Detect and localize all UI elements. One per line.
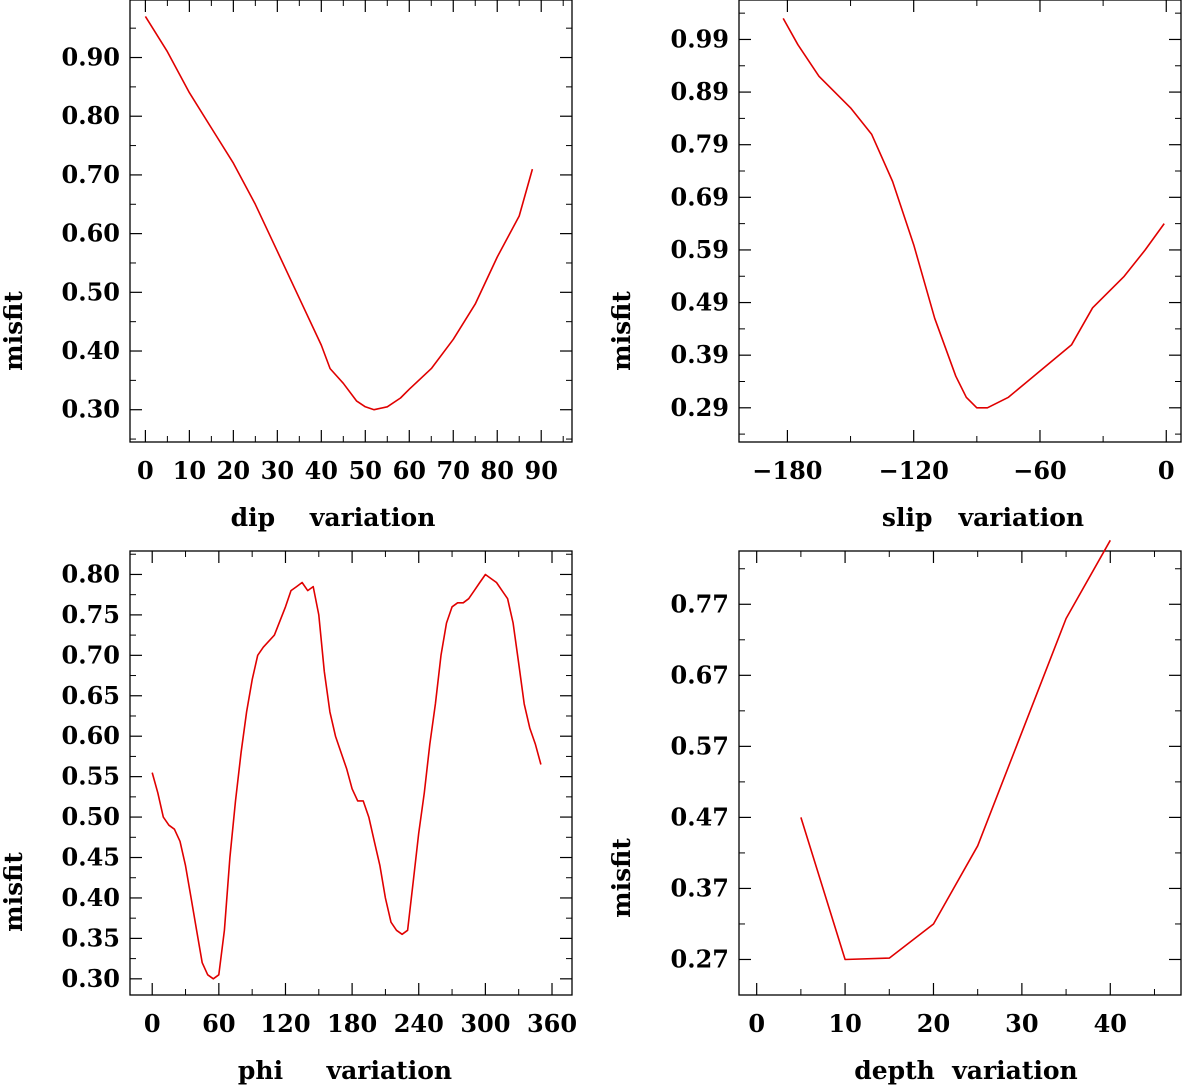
data-series [782, 18, 1165, 409]
x-tick-label: 0 [137, 456, 154, 485]
x-tick-label: 10 [828, 1009, 861, 1038]
panel-slip: −180 −120 −60 0 0.29 0.39 0.49 0.59 0.69 0.79 0.89… [607, 0, 1182, 532]
tick-labels: 0 10 20 30 40 50 60 70 80 90 0.30 0.40 0.50 0.60 0.70 0… [62, 43, 558, 485]
y-tick-label: 0.50 [62, 277, 120, 306]
y-tick-label: 0.59 [671, 235, 729, 264]
y-axis-label: misfit [0, 291, 28, 371]
data-series [144, 15, 534, 411]
y-tick-label: 0.37 [671, 873, 729, 902]
y-tick-label: 0.27 [671, 944, 729, 973]
y-tick-label: 0.30 [62, 964, 120, 993]
x-tick-label: 40 [1094, 1009, 1127, 1038]
y-axis-label: misfit [0, 852, 28, 932]
x-tick-label: −120 [879, 456, 949, 485]
panel-depth: 0 10 20 30 40 0.27 0.37 0.47 0.57 0.67 0.77 depth … [607, 539, 1182, 1085]
x-tick-label: 20 [917, 1009, 950, 1038]
tick-labels: 0 60 120 180 240 300 360 0.30 0.35 0.40 0.45 0.50 0.… [62, 559, 578, 1038]
y-axis-label: misfit [607, 838, 636, 918]
x-tick-label: 180 [327, 1009, 377, 1038]
y-tick-label: 0.30 [62, 395, 120, 424]
x-tick-label: 80 [481, 456, 514, 485]
plot-frame [738, 0, 1182, 443]
ticks [739, 0, 1181, 442]
x-tick-label: 70 [437, 456, 470, 485]
y-tick-label: 0.45 [62, 843, 120, 872]
tick-labels: −180 −120 −60 0 0.29 0.39 0.49 0.59 0.69 0.79 0.89… [671, 24, 1175, 485]
x-tick-label: 30 [261, 456, 294, 485]
panel-dip: 0 10 20 30 40 50 60 70 80 90 0.30 0.40 0.50 0.60 0.70 0… [0, 0, 573, 532]
plot-frame [129, 0, 573, 443]
x-tick-label: 0 [144, 1009, 161, 1038]
plot-frame [738, 550, 1182, 996]
y-tick-label: 0.40 [62, 336, 120, 365]
series-line-slip [782, 18, 1165, 409]
data-series [151, 573, 542, 980]
series-line-depth [800, 539, 1111, 961]
y-tick-label: 0.80 [62, 559, 120, 588]
y-tick-label: 0.47 [671, 802, 729, 831]
ticks [130, 0, 572, 442]
y-tick-label: 0.89 [671, 77, 729, 106]
y-tick-label: 0.69 [671, 182, 729, 211]
y-tick-label: 0.55 [62, 762, 120, 791]
ticks [739, 551, 1181, 996]
y-tick-label: 0.79 [671, 130, 729, 159]
x-tick-label: 300 [460, 1009, 510, 1038]
y-tick-label: 0.35 [62, 923, 120, 952]
y-tick-label: 0.99 [671, 24, 729, 53]
x-tick-label: −60 [1013, 456, 1067, 485]
ticks [130, 551, 572, 995]
y-tick-label: 0.60 [62, 219, 120, 248]
x-tick-label: 10 [173, 456, 206, 485]
y-tick-label: 0.39 [671, 340, 729, 369]
tick-labels: 0 10 20 30 40 0.27 0.37 0.47 0.57 0.67 0.77 [671, 589, 1127, 1038]
x-tick-label: 120 [260, 1009, 310, 1038]
x-tick-label: −180 [752, 456, 822, 485]
panel-phi: 0 60 120 180 240 300 360 0.30 0.35 0.40 0.45 0.50 0.… [0, 550, 578, 1085]
y-tick-label: 0.49 [671, 288, 729, 317]
y-tick-label: 0.80 [62, 101, 120, 130]
x-tick-label: 30 [1005, 1009, 1038, 1038]
y-tick-label: 0.50 [62, 802, 120, 831]
x-tick-label: 50 [349, 456, 382, 485]
plot-frame [129, 550, 573, 996]
y-tick-label: 0.57 [671, 731, 729, 760]
x-axis-label: phi variation [238, 1056, 452, 1085]
x-tick-label: 360 [527, 1009, 577, 1038]
x-axis-label: depth variation [854, 1056, 1078, 1085]
x-tick-label: 90 [525, 456, 558, 485]
x-tick-label: 240 [394, 1009, 444, 1038]
series-line-phi [151, 573, 542, 980]
y-axis-label: misfit [607, 291, 636, 371]
y-tick-label: 0.75 [62, 600, 120, 629]
x-tick-label: 0 [1158, 456, 1175, 485]
y-tick-label: 0.90 [62, 43, 120, 72]
x-tick-label: 60 [202, 1009, 235, 1038]
x-axis-label: dip variation [231, 503, 436, 532]
y-tick-label: 0.60 [62, 721, 120, 750]
x-tick-label: 0 [748, 1009, 765, 1038]
y-tick-label: 0.65 [62, 681, 120, 710]
y-tick-label: 0.77 [671, 589, 729, 618]
x-axis-label: slip variation [882, 503, 1084, 532]
y-tick-label: 0.29 [671, 393, 729, 422]
data-series [800, 539, 1111, 961]
x-tick-label: 60 [393, 456, 426, 485]
x-tick-label: 20 [217, 456, 250, 485]
y-tick-label: 0.40 [62, 883, 120, 912]
y-tick-label: 0.70 [62, 160, 120, 189]
x-tick-label: 40 [305, 456, 338, 485]
series-line-dip [144, 15, 534, 411]
y-tick-label: 0.67 [671, 660, 729, 689]
y-tick-label: 0.70 [62, 640, 120, 669]
